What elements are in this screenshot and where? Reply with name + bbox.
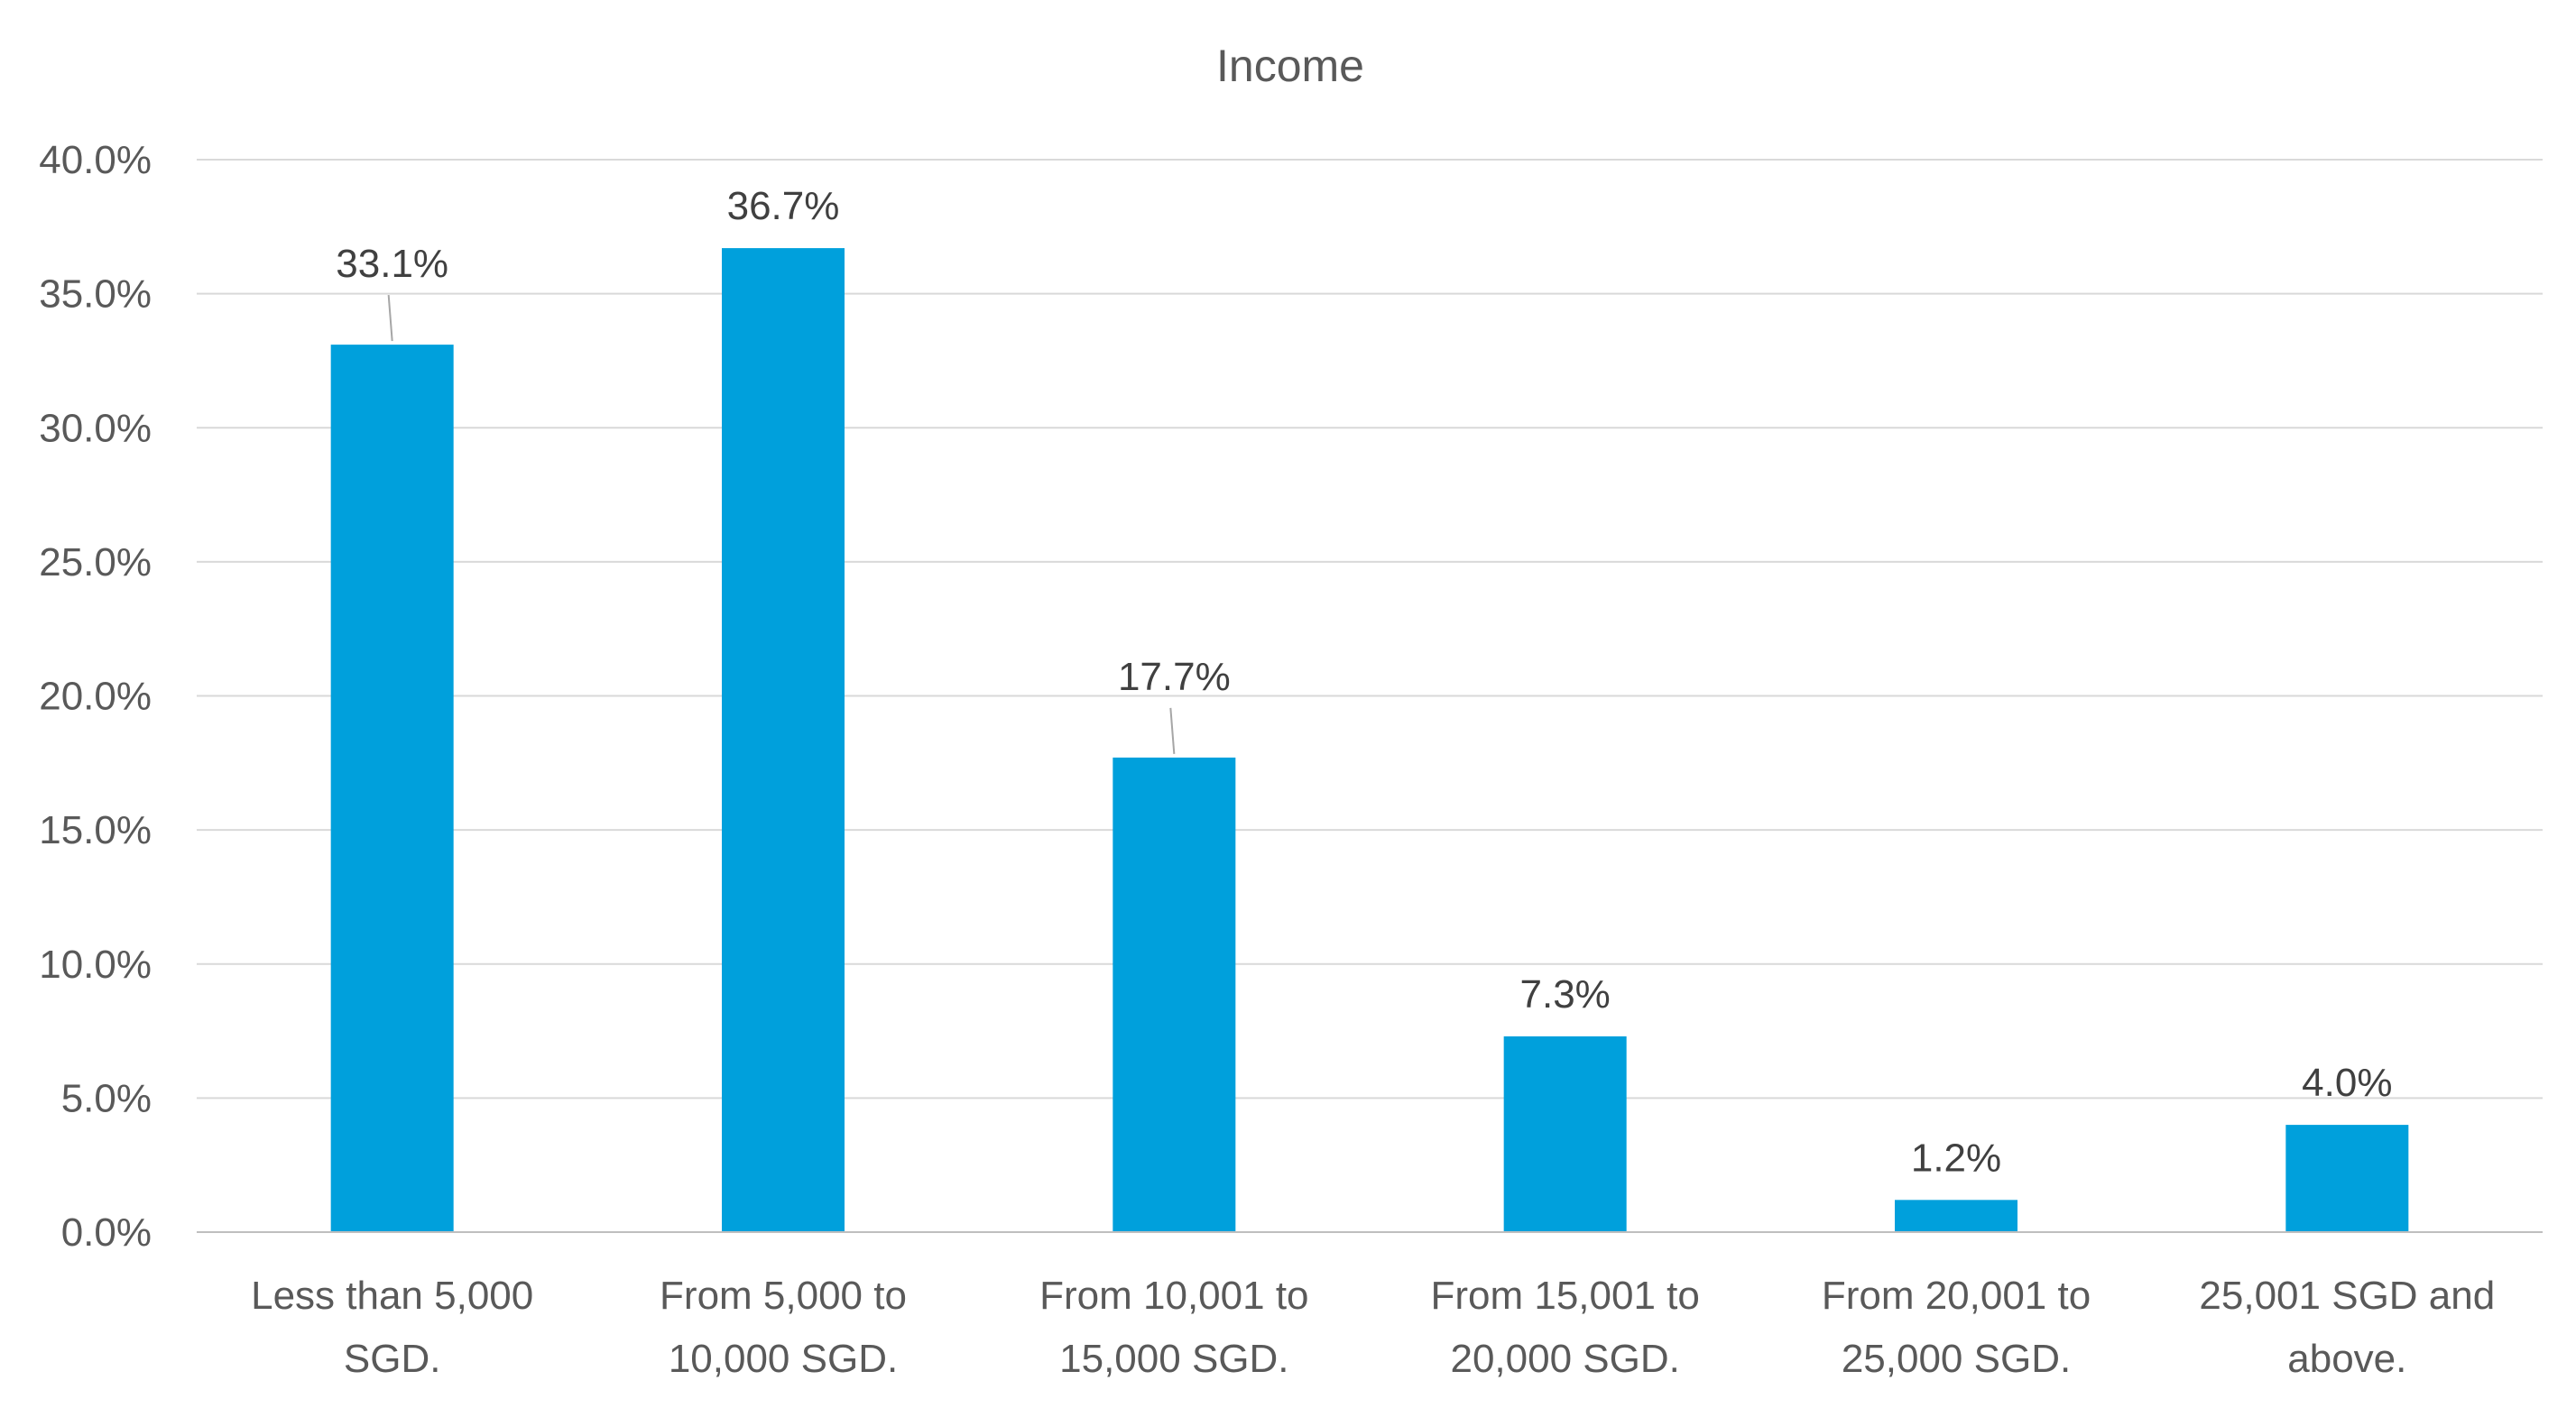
data-labels: 33.1% 36.7% 17.7% 7.3% 1.2% 4.0%	[336, 184, 2392, 1180]
y-tick-label: 30.0%	[39, 406, 152, 450]
data-label: 33.1%	[336, 242, 448, 286]
chart-title: Income	[1216, 41, 1364, 91]
bar	[330, 345, 454, 1232]
y-tick-label: 10.0%	[39, 943, 152, 987]
y-tick-label: 25.0%	[39, 540, 152, 584]
data-label: 17.7%	[1118, 655, 1231, 699]
x-tick-label: From 5,000 to 10,000 SGD.	[660, 1274, 907, 1381]
y-tick-label: 35.0%	[39, 272, 152, 317]
y-tick-label: 5.0%	[61, 1076, 152, 1120]
bar	[1113, 757, 1236, 1232]
x-axis-tick-labels: Less than 5,000 SGD. From 5,000 to 10,000 S…	[251, 1274, 2495, 1381]
x-tick-label: From 20,001 to 25,000 SGD.	[1822, 1274, 2091, 1381]
gridlines	[197, 159, 2543, 1100]
bars	[330, 248, 2409, 1232]
data-label-leader-line	[387, 295, 393, 342]
x-tick-label: Less than 5,000 SGD.	[251, 1274, 533, 1381]
bar	[722, 248, 845, 1232]
x-tick-label: 25,001 SGD and above.	[2199, 1274, 2495, 1381]
bar	[1503, 1036, 1627, 1232]
data-label-leader-line	[1169, 707, 1176, 754]
x-tick-label: From 15,001 to 20,000 SGD.	[1430, 1274, 1699, 1381]
y-axis-tick-labels: 0.0% 5.0% 10.0% 15.0% 20.0% 25.0% 30.0% 35.0% 40…	[39, 138, 152, 1255]
y-tick-label: 15.0%	[39, 808, 152, 852]
y-tick-label: 0.0%	[61, 1210, 152, 1255]
y-tick-label: 20.0%	[39, 675, 152, 719]
data-label: 7.3%	[1520, 972, 1611, 1017]
x-tick-label: From 10,001 to 15,000 SGD.	[1039, 1274, 1308, 1381]
data-label: 4.0%	[2302, 1061, 2392, 1105]
y-tick-label: 40.0%	[39, 138, 152, 182]
bar	[2285, 1125, 2409, 1232]
bar	[1895, 1200, 2017, 1232]
data-label: 1.2%	[1911, 1136, 2001, 1180]
data-label: 36.7%	[727, 184, 840, 228]
